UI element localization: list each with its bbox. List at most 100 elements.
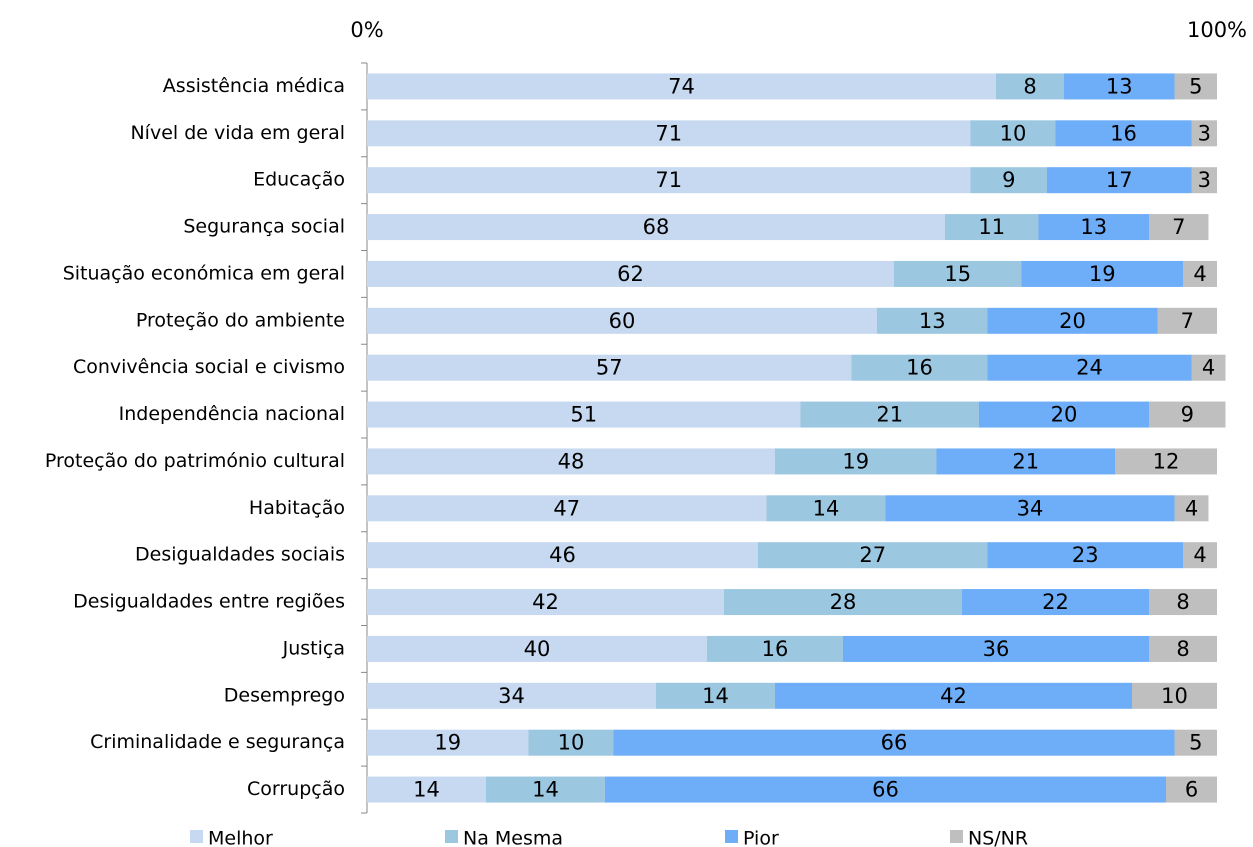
value-label: 51	[570, 403, 597, 427]
value-label: 4	[1193, 543, 1206, 567]
bar-segment	[936, 448, 1115, 475]
bar-segment	[1149, 589, 1217, 616]
bar-segment	[1183, 542, 1217, 569]
bar-segment	[1038, 214, 1149, 241]
value-label: 5	[1189, 74, 1202, 98]
bar-segment	[1191, 167, 1217, 194]
value-label: 71	[655, 168, 682, 192]
bar-segment	[367, 542, 758, 569]
bar-segment	[1021, 260, 1183, 287]
bar-segment	[367, 401, 801, 428]
bar-segment	[987, 354, 1192, 381]
category-label: Nível de vida em geral	[130, 122, 345, 144]
category-label: Desemprego	[224, 684, 345, 706]
value-label: 13	[1106, 74, 1133, 98]
bar-segment	[1157, 307, 1217, 334]
bar-segment	[1191, 354, 1226, 381]
bar-segment	[979, 401, 1149, 428]
value-label: 14	[532, 778, 559, 802]
bar-segment	[758, 542, 988, 569]
value-label: 7	[1181, 309, 1194, 333]
bar-segment	[367, 167, 971, 194]
value-label: 27	[859, 543, 886, 567]
value-label: 24	[1076, 356, 1103, 380]
value-label: 48	[558, 449, 585, 473]
value-label: 36	[983, 637, 1010, 661]
bar-segment	[367, 448, 775, 475]
value-label: 3	[1198, 121, 1211, 145]
value-label: 19	[842, 449, 869, 473]
value-label: 28	[830, 590, 857, 614]
bar-segment	[851, 354, 988, 381]
bar-segment	[367, 214, 945, 241]
value-label: 11	[978, 215, 1005, 239]
value-label: 8	[1023, 74, 1036, 98]
bar-segment	[486, 776, 605, 803]
value-label: 42	[532, 590, 559, 614]
value-label: 42	[940, 684, 967, 708]
value-label: 16	[1110, 121, 1137, 145]
value-label: 21	[876, 403, 903, 427]
bar-segment	[775, 682, 1132, 709]
bar-segment	[766, 495, 886, 522]
value-label: 3	[1198, 168, 1211, 192]
bar-segment	[1149, 214, 1209, 241]
category-label: Proteção do ambiente	[136, 309, 345, 331]
value-label: 7	[1172, 215, 1185, 239]
bar-segment	[367, 495, 767, 522]
x-tick-label: 0%	[350, 18, 383, 42]
value-label: 19	[1089, 262, 1116, 286]
value-label: 34	[498, 684, 525, 708]
value-label: 60	[609, 309, 636, 333]
bar-segment	[970, 167, 1047, 194]
category-label: Desigualdades sociais	[135, 544, 345, 566]
legend-label: Pior	[743, 828, 779, 847]
category-label: Justiça	[282, 637, 345, 659]
bar-segment	[707, 635, 843, 662]
bar-segment	[1115, 448, 1217, 475]
value-label: 40	[524, 637, 551, 661]
category-label: Independência nacional	[119, 403, 345, 425]
category-label: Convivência social e civismo	[73, 356, 345, 378]
bar-segment	[367, 729, 529, 756]
value-label: 5	[1189, 731, 1202, 755]
legend-label: Melhor	[208, 828, 273, 847]
value-label: 68	[643, 215, 670, 239]
value-label: 23	[1072, 543, 1099, 567]
value-label: 46	[549, 543, 576, 567]
bar-segment	[367, 260, 894, 287]
category-label: Situação económica em geral	[63, 262, 345, 284]
bar-segment	[987, 542, 1183, 569]
bar-segment	[528, 729, 614, 756]
bar-segment	[1149, 635, 1217, 662]
x-tick-label: 100%	[1187, 18, 1247, 42]
bar-segment	[1166, 776, 1217, 803]
value-label: 10	[558, 731, 585, 755]
bar-segment	[987, 307, 1158, 334]
bar-segment	[962, 589, 1149, 616]
bar-segment	[724, 589, 962, 616]
category-label: Proteção do património cultural	[45, 450, 345, 472]
bar-segment	[367, 120, 971, 147]
value-label: 4	[1185, 496, 1198, 520]
bar-segment	[1149, 401, 1226, 428]
bar-segment	[1174, 495, 1209, 522]
bar-segment	[1174, 729, 1217, 756]
bar-segment	[367, 589, 724, 616]
value-label: 17	[1106, 168, 1133, 192]
legend-label: NS/NR	[968, 828, 1028, 847]
value-label: 47	[553, 496, 580, 520]
value-label: 10	[1000, 121, 1027, 145]
bar-segment	[800, 401, 979, 428]
value-label: 21	[1012, 449, 1039, 473]
value-label: 4	[1193, 262, 1206, 286]
bar-segment	[605, 776, 1166, 803]
value-label: 10	[1161, 684, 1188, 708]
bar-segment	[1174, 73, 1217, 100]
value-label: 66	[872, 778, 899, 802]
bar-segment	[1055, 120, 1192, 147]
legend-swatch	[725, 830, 738, 843]
value-label: 15	[944, 262, 971, 286]
value-label: 4	[1202, 356, 1215, 380]
